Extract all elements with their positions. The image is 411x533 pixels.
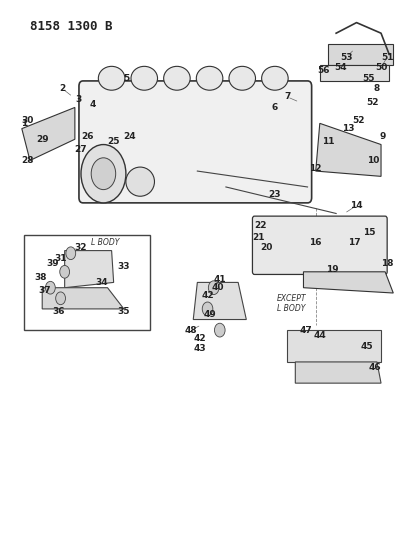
Polygon shape (65, 251, 114, 288)
Ellipse shape (98, 66, 125, 90)
Text: 20: 20 (261, 244, 273, 253)
Text: 45: 45 (360, 342, 373, 351)
Text: 29: 29 (36, 135, 48, 144)
Text: 17: 17 (348, 238, 361, 247)
Text: 47: 47 (299, 326, 312, 335)
Text: 9: 9 (380, 132, 386, 141)
Text: 49: 49 (203, 310, 216, 319)
Ellipse shape (131, 66, 157, 90)
Text: 34: 34 (95, 278, 108, 287)
Text: 53: 53 (340, 53, 353, 62)
Text: 36: 36 (52, 307, 65, 316)
Text: 6: 6 (272, 103, 278, 112)
Text: 18: 18 (381, 260, 393, 268)
Text: L BODY: L BODY (91, 238, 120, 247)
Text: 28: 28 (22, 156, 34, 165)
Text: 19: 19 (326, 265, 338, 273)
Text: 8158 1300 B: 8158 1300 B (30, 20, 113, 33)
Ellipse shape (164, 66, 190, 90)
Circle shape (81, 144, 126, 203)
Text: 56: 56 (318, 66, 330, 75)
Circle shape (215, 323, 225, 337)
Circle shape (66, 247, 76, 260)
Polygon shape (287, 330, 381, 362)
Text: 5: 5 (123, 74, 129, 83)
Text: 44: 44 (314, 331, 326, 340)
Circle shape (60, 265, 69, 278)
Ellipse shape (126, 167, 155, 196)
Text: 51: 51 (381, 53, 393, 62)
Text: 38: 38 (34, 272, 46, 281)
Ellipse shape (229, 66, 256, 90)
Text: 35: 35 (118, 307, 130, 316)
Text: 23: 23 (269, 190, 281, 199)
Circle shape (55, 292, 65, 305)
Polygon shape (22, 108, 75, 160)
Text: 40: 40 (212, 283, 224, 292)
Text: 41: 41 (213, 275, 226, 284)
Text: 46: 46 (369, 363, 381, 372)
FancyBboxPatch shape (252, 216, 387, 274)
Text: 8: 8 (374, 84, 380, 93)
Text: 42: 42 (193, 334, 206, 343)
Circle shape (46, 281, 55, 294)
Text: 55: 55 (363, 74, 375, 83)
Text: EXCEPT
L BODY: EXCEPT L BODY (277, 294, 306, 313)
Text: 50: 50 (375, 63, 387, 72)
Text: 11: 11 (322, 138, 334, 147)
Polygon shape (303, 272, 393, 293)
Circle shape (202, 302, 213, 316)
Text: 15: 15 (363, 228, 375, 237)
Circle shape (208, 281, 219, 295)
Polygon shape (316, 123, 381, 176)
Text: 7: 7 (284, 92, 290, 101)
Text: 39: 39 (46, 260, 59, 268)
Text: 3: 3 (76, 95, 82, 104)
Text: 48: 48 (185, 326, 198, 335)
Text: 27: 27 (75, 146, 87, 155)
Circle shape (91, 158, 115, 190)
Text: 33: 33 (118, 262, 130, 271)
Text: 13: 13 (342, 124, 355, 133)
Text: 54: 54 (334, 63, 346, 72)
Text: 52: 52 (352, 116, 365, 125)
Bar (24, 235, 150, 330)
Polygon shape (42, 288, 124, 309)
Text: 10: 10 (367, 156, 379, 165)
Text: 21: 21 (252, 233, 265, 242)
Text: 43: 43 (193, 344, 206, 353)
Text: 26: 26 (81, 132, 93, 141)
FancyBboxPatch shape (79, 81, 312, 203)
Polygon shape (320, 65, 389, 81)
Polygon shape (328, 44, 393, 65)
Text: 37: 37 (38, 286, 51, 295)
Text: 25: 25 (107, 138, 120, 147)
Text: 24: 24 (124, 132, 136, 141)
Text: 22: 22 (254, 221, 267, 230)
Text: 2: 2 (60, 84, 66, 93)
Text: 16: 16 (309, 238, 322, 247)
Text: 32: 32 (75, 244, 87, 253)
Text: 4: 4 (90, 100, 97, 109)
Text: 12: 12 (309, 164, 322, 173)
Ellipse shape (196, 66, 223, 90)
Polygon shape (296, 362, 381, 383)
Text: 14: 14 (350, 201, 363, 210)
Text: 30: 30 (22, 116, 34, 125)
Text: 1: 1 (21, 119, 27, 128)
Polygon shape (193, 282, 246, 319)
Ellipse shape (262, 66, 288, 90)
Text: 42: 42 (201, 291, 214, 300)
Text: 31: 31 (54, 254, 67, 263)
Text: 52: 52 (367, 98, 379, 107)
